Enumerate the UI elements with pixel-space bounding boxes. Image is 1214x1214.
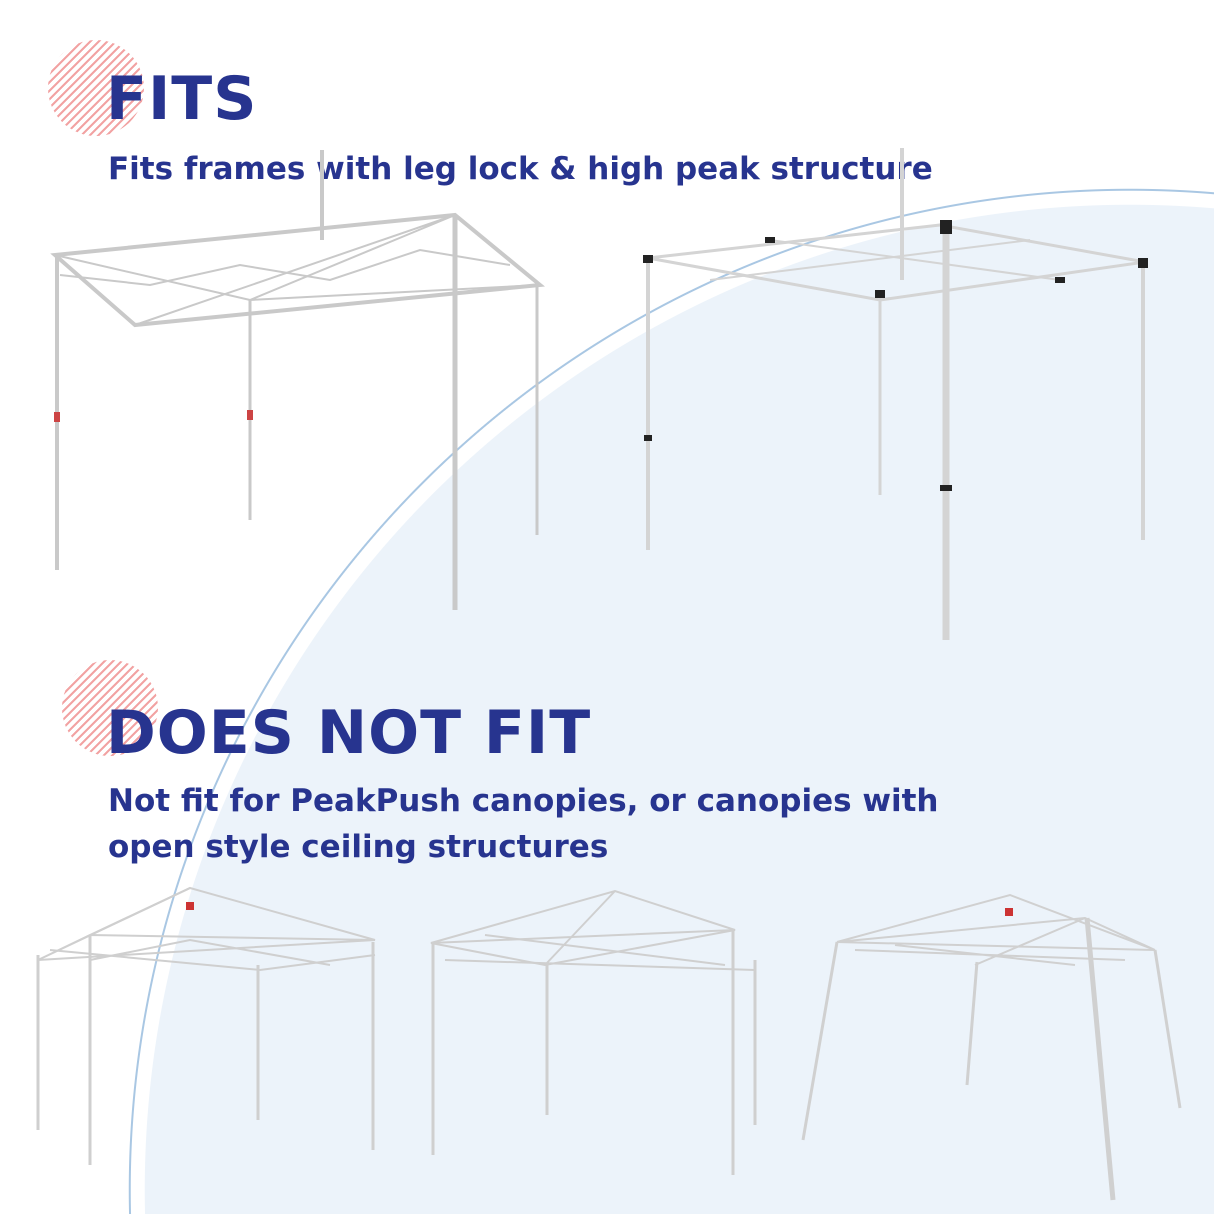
does-not-fit-canopy-frame-image-2	[430, 889, 757, 1175]
fits-canopy-frame-image-1	[50, 150, 545, 610]
fits-heading: FITS	[106, 64, 258, 134]
does-not-fit-canopy-frame-image-3	[801, 893, 1182, 1201]
does-not-fit-badge-icon	[62, 660, 158, 756]
fits-description: Fits frames with leg lock & high peak st…	[108, 151, 933, 187]
fits-badge-icon	[48, 40, 144, 136]
does-not-fit-heading: DOES NOT FIT	[106, 698, 592, 768]
fits-canopy-frame-image-2	[643, 148, 1148, 640]
does-not-fit-canopy-frame-image-1	[36, 886, 376, 1165]
does-not-fit-description-line-2: open style ceiling structures	[108, 829, 609, 865]
does-not-fit-description-line-1: Not fit for PeakPush canopies, or canopi…	[108, 783, 939, 819]
